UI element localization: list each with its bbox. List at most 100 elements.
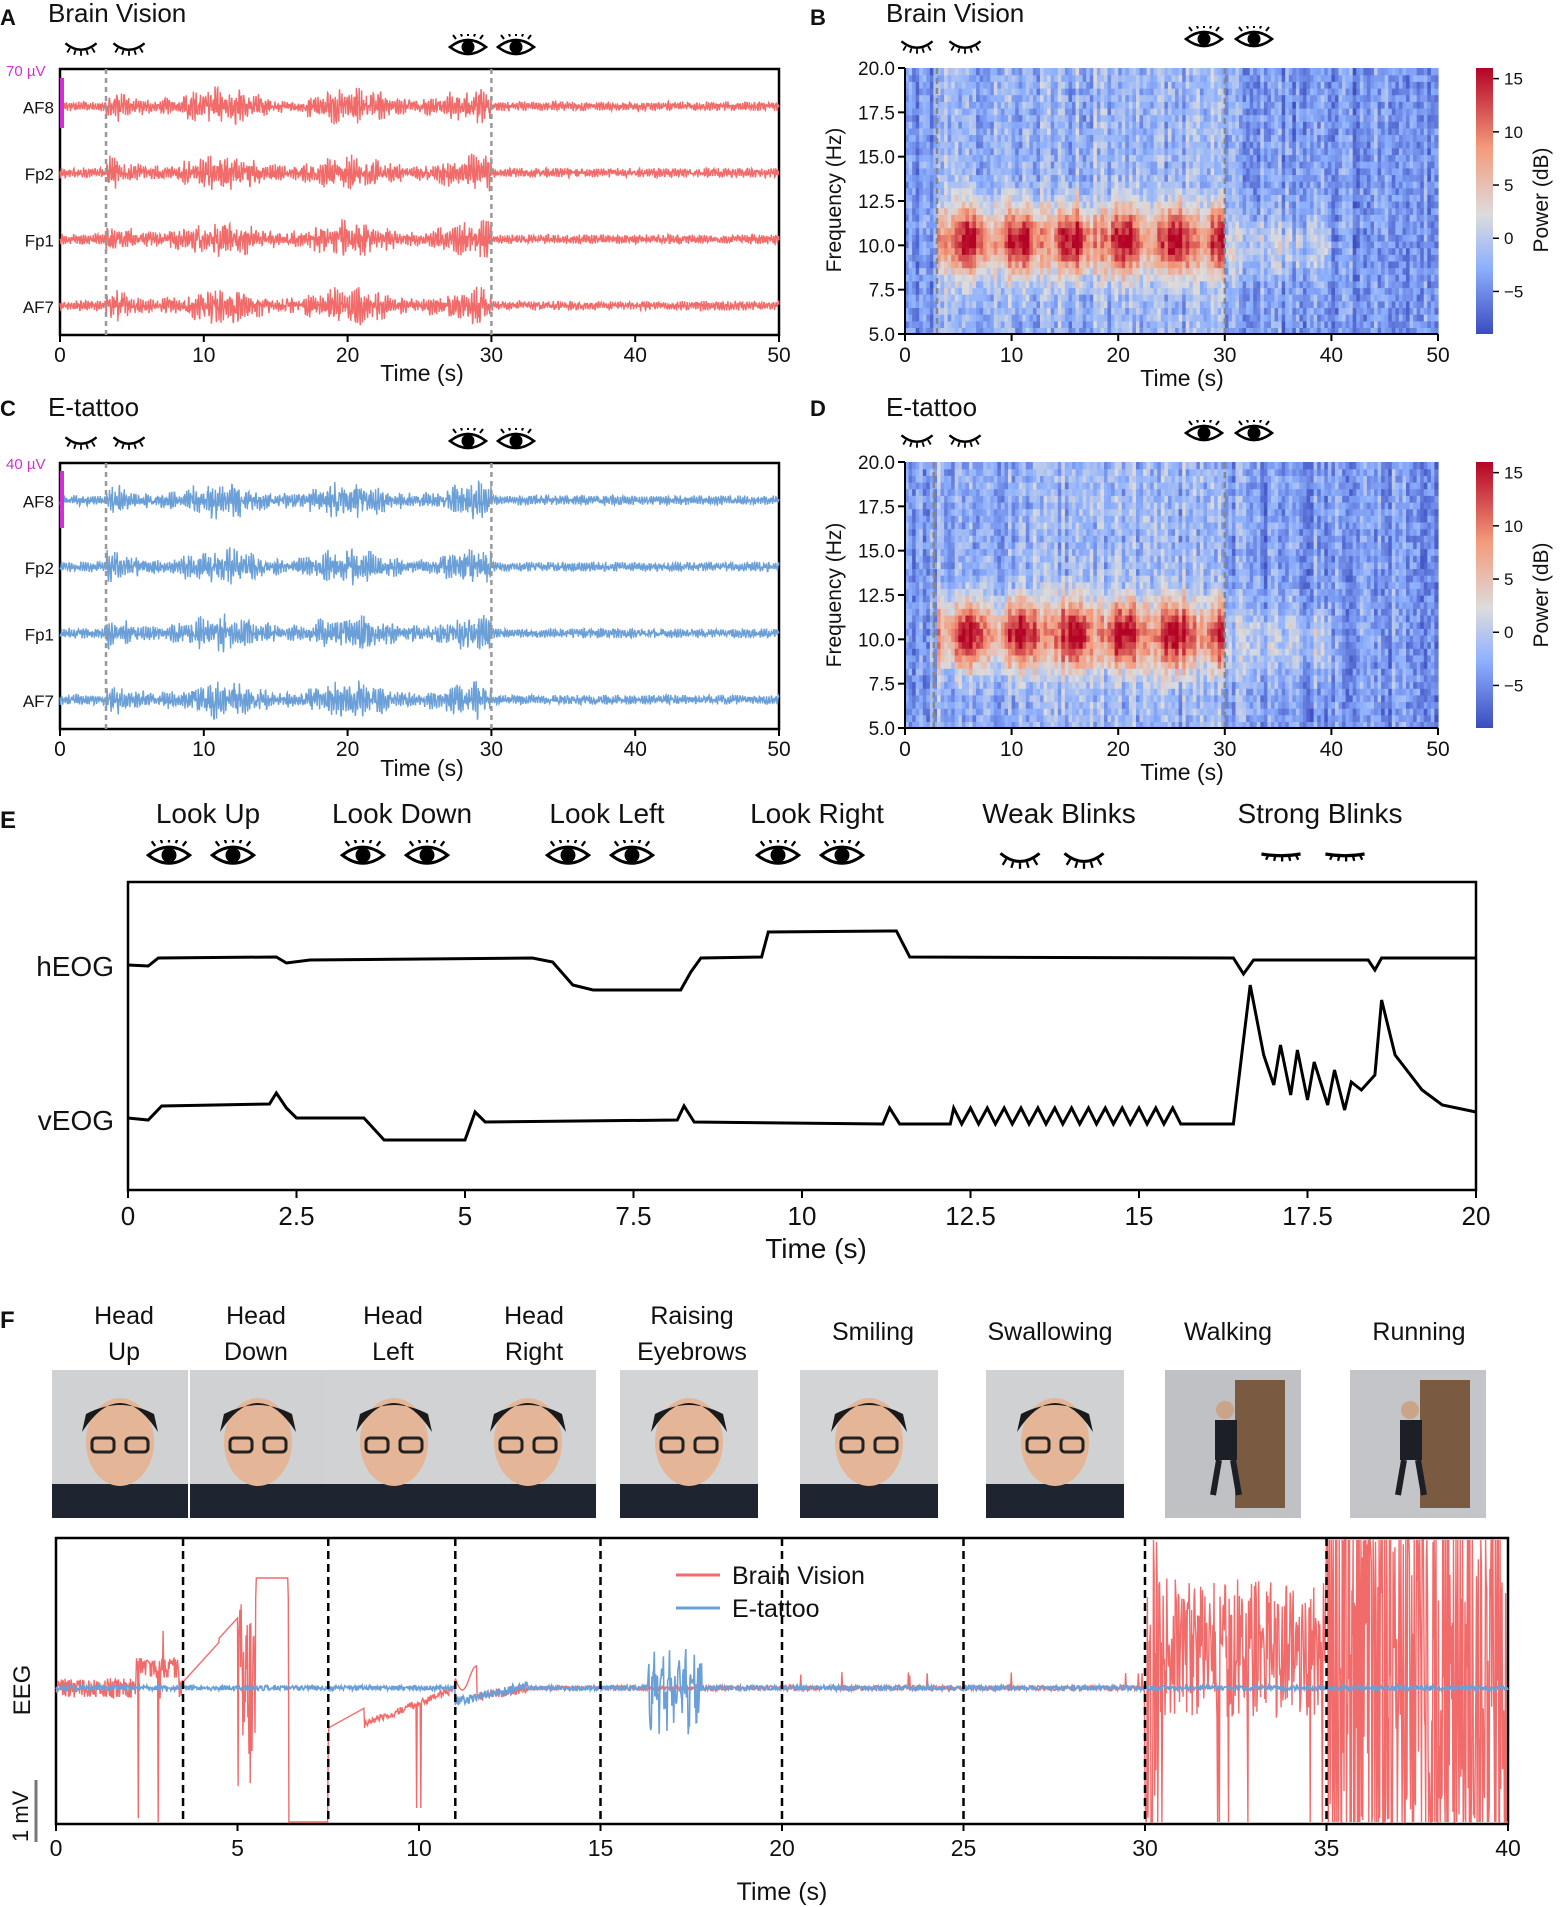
heatmap-cell xyxy=(1207,181,1212,189)
heatmap-cell xyxy=(1139,201,1144,209)
heatmap-cell xyxy=(1171,247,1176,255)
heatmap-cell xyxy=(965,227,970,235)
heatmap-cell xyxy=(1313,314,1318,322)
heatmap-cell xyxy=(1281,320,1286,328)
heatmap-cell xyxy=(1029,121,1034,129)
heatmap-cell xyxy=(1178,280,1183,289)
heatmap-cell xyxy=(1299,240,1304,249)
heatmap-cell xyxy=(976,107,981,116)
heatmap-cell xyxy=(1263,181,1269,189)
heatmap-cell xyxy=(1008,300,1013,309)
heatmap-cell xyxy=(1249,280,1254,289)
heatmap-cell xyxy=(1249,240,1254,249)
heatmap-cell xyxy=(1125,280,1130,289)
heatmap-cell xyxy=(1199,300,1205,309)
heatmap-cell xyxy=(1047,101,1052,109)
heatmap-cell xyxy=(1178,94,1183,102)
heatmap-cell xyxy=(1324,161,1329,169)
heatmap-cell xyxy=(1025,307,1030,315)
heatmap-cell xyxy=(937,280,942,289)
heatmap-cell xyxy=(1050,174,1055,182)
heatmap-cell xyxy=(1281,247,1286,255)
heatmap-cell xyxy=(1032,320,1038,328)
heatmap-cell xyxy=(1231,267,1237,275)
heatmap-cell xyxy=(1313,220,1318,229)
heatmap-cell xyxy=(1271,307,1276,315)
heatmap-cell xyxy=(1178,320,1183,328)
heatmap-cell xyxy=(1317,141,1322,149)
heatmap-cell xyxy=(1331,167,1336,176)
heatmap-cell xyxy=(990,300,995,309)
heatmap-cell xyxy=(1146,300,1151,309)
heatmap-cell xyxy=(1320,294,1325,302)
heatmap-cell xyxy=(983,81,988,89)
heatmap-cell xyxy=(922,267,927,275)
heatmap-cell xyxy=(1128,300,1134,309)
heatmap-cell xyxy=(1118,320,1123,328)
heatmap-cell xyxy=(954,201,959,209)
heatmap-cell xyxy=(1032,287,1038,295)
heatmap-cell xyxy=(1185,167,1190,176)
heatmap-cell xyxy=(1040,87,1045,96)
heatmap-cell xyxy=(1317,187,1322,195)
heatmap-cell xyxy=(1075,181,1080,189)
heatmap-cell xyxy=(1025,220,1030,229)
heatmap-cell xyxy=(1139,167,1144,176)
heatmap-cell xyxy=(1043,161,1048,169)
heatmap-cell xyxy=(1231,161,1237,169)
heatmap-cell xyxy=(1267,274,1272,282)
heatmap-cell xyxy=(1256,194,1261,202)
heatmap-cell xyxy=(1288,174,1293,182)
heatmap-cell xyxy=(979,161,984,169)
heatmap-cell xyxy=(1057,167,1062,176)
heatmap-cell xyxy=(915,167,920,176)
heatmap-cell xyxy=(1032,314,1038,322)
heatmap-cell xyxy=(997,81,1002,89)
heatmap-cell xyxy=(929,194,935,202)
heatmap-cell xyxy=(1121,227,1126,235)
heatmap-cell xyxy=(1096,74,1102,82)
heatmap-cell xyxy=(1061,81,1066,89)
heatmap-cell xyxy=(1061,94,1066,102)
heatmap-cell xyxy=(1228,201,1233,209)
heatmap-cell xyxy=(1057,274,1062,282)
heatmap-cell xyxy=(951,327,956,335)
heatmap-cell xyxy=(944,147,949,156)
heatmap-cell xyxy=(1281,81,1286,89)
heatmap-cell xyxy=(976,240,981,249)
heatmap-cell xyxy=(1228,254,1233,262)
heatmap-cell xyxy=(919,141,924,149)
heatmap-cell xyxy=(1054,81,1059,89)
heatmap-cell xyxy=(1004,314,1009,322)
heatmap-cell xyxy=(1189,167,1194,176)
heatmap-cell xyxy=(1331,87,1336,96)
heatmap-cell xyxy=(1164,267,1169,275)
heatmap-cell xyxy=(1136,174,1141,182)
heatmap-cell xyxy=(1196,94,1201,102)
heatmap-cell xyxy=(1235,234,1240,242)
heatmap-cell xyxy=(1032,94,1038,102)
heatmap-cell xyxy=(1089,141,1094,149)
heatmap-cell xyxy=(1199,187,1205,195)
heatmap-cell xyxy=(990,187,995,195)
heatmap-cell xyxy=(1224,194,1229,202)
heatmap-cell xyxy=(1047,207,1052,215)
heatmap-cell xyxy=(1043,267,1048,275)
heatmap-cell xyxy=(1139,274,1144,282)
heatmap-cell xyxy=(1096,267,1102,275)
heatmap-cell xyxy=(1260,127,1265,136)
heatmap-cell xyxy=(1164,314,1169,322)
heatmap-cell xyxy=(1292,294,1297,302)
heatmap-cell xyxy=(979,307,984,315)
heatmap-cell xyxy=(1160,320,1165,328)
heatmap-cell xyxy=(1086,260,1091,269)
heatmap-cell xyxy=(1338,74,1343,82)
heatmap-cell xyxy=(1274,287,1279,295)
heatmap-cell xyxy=(961,327,967,335)
heatmap-cell xyxy=(1278,187,1283,195)
heatmap-cell xyxy=(961,121,967,129)
heatmap-cell xyxy=(1189,254,1194,262)
heatmap-cell xyxy=(1107,247,1112,255)
heatmap-cell xyxy=(958,87,963,96)
heatmap-cell xyxy=(1182,174,1187,182)
